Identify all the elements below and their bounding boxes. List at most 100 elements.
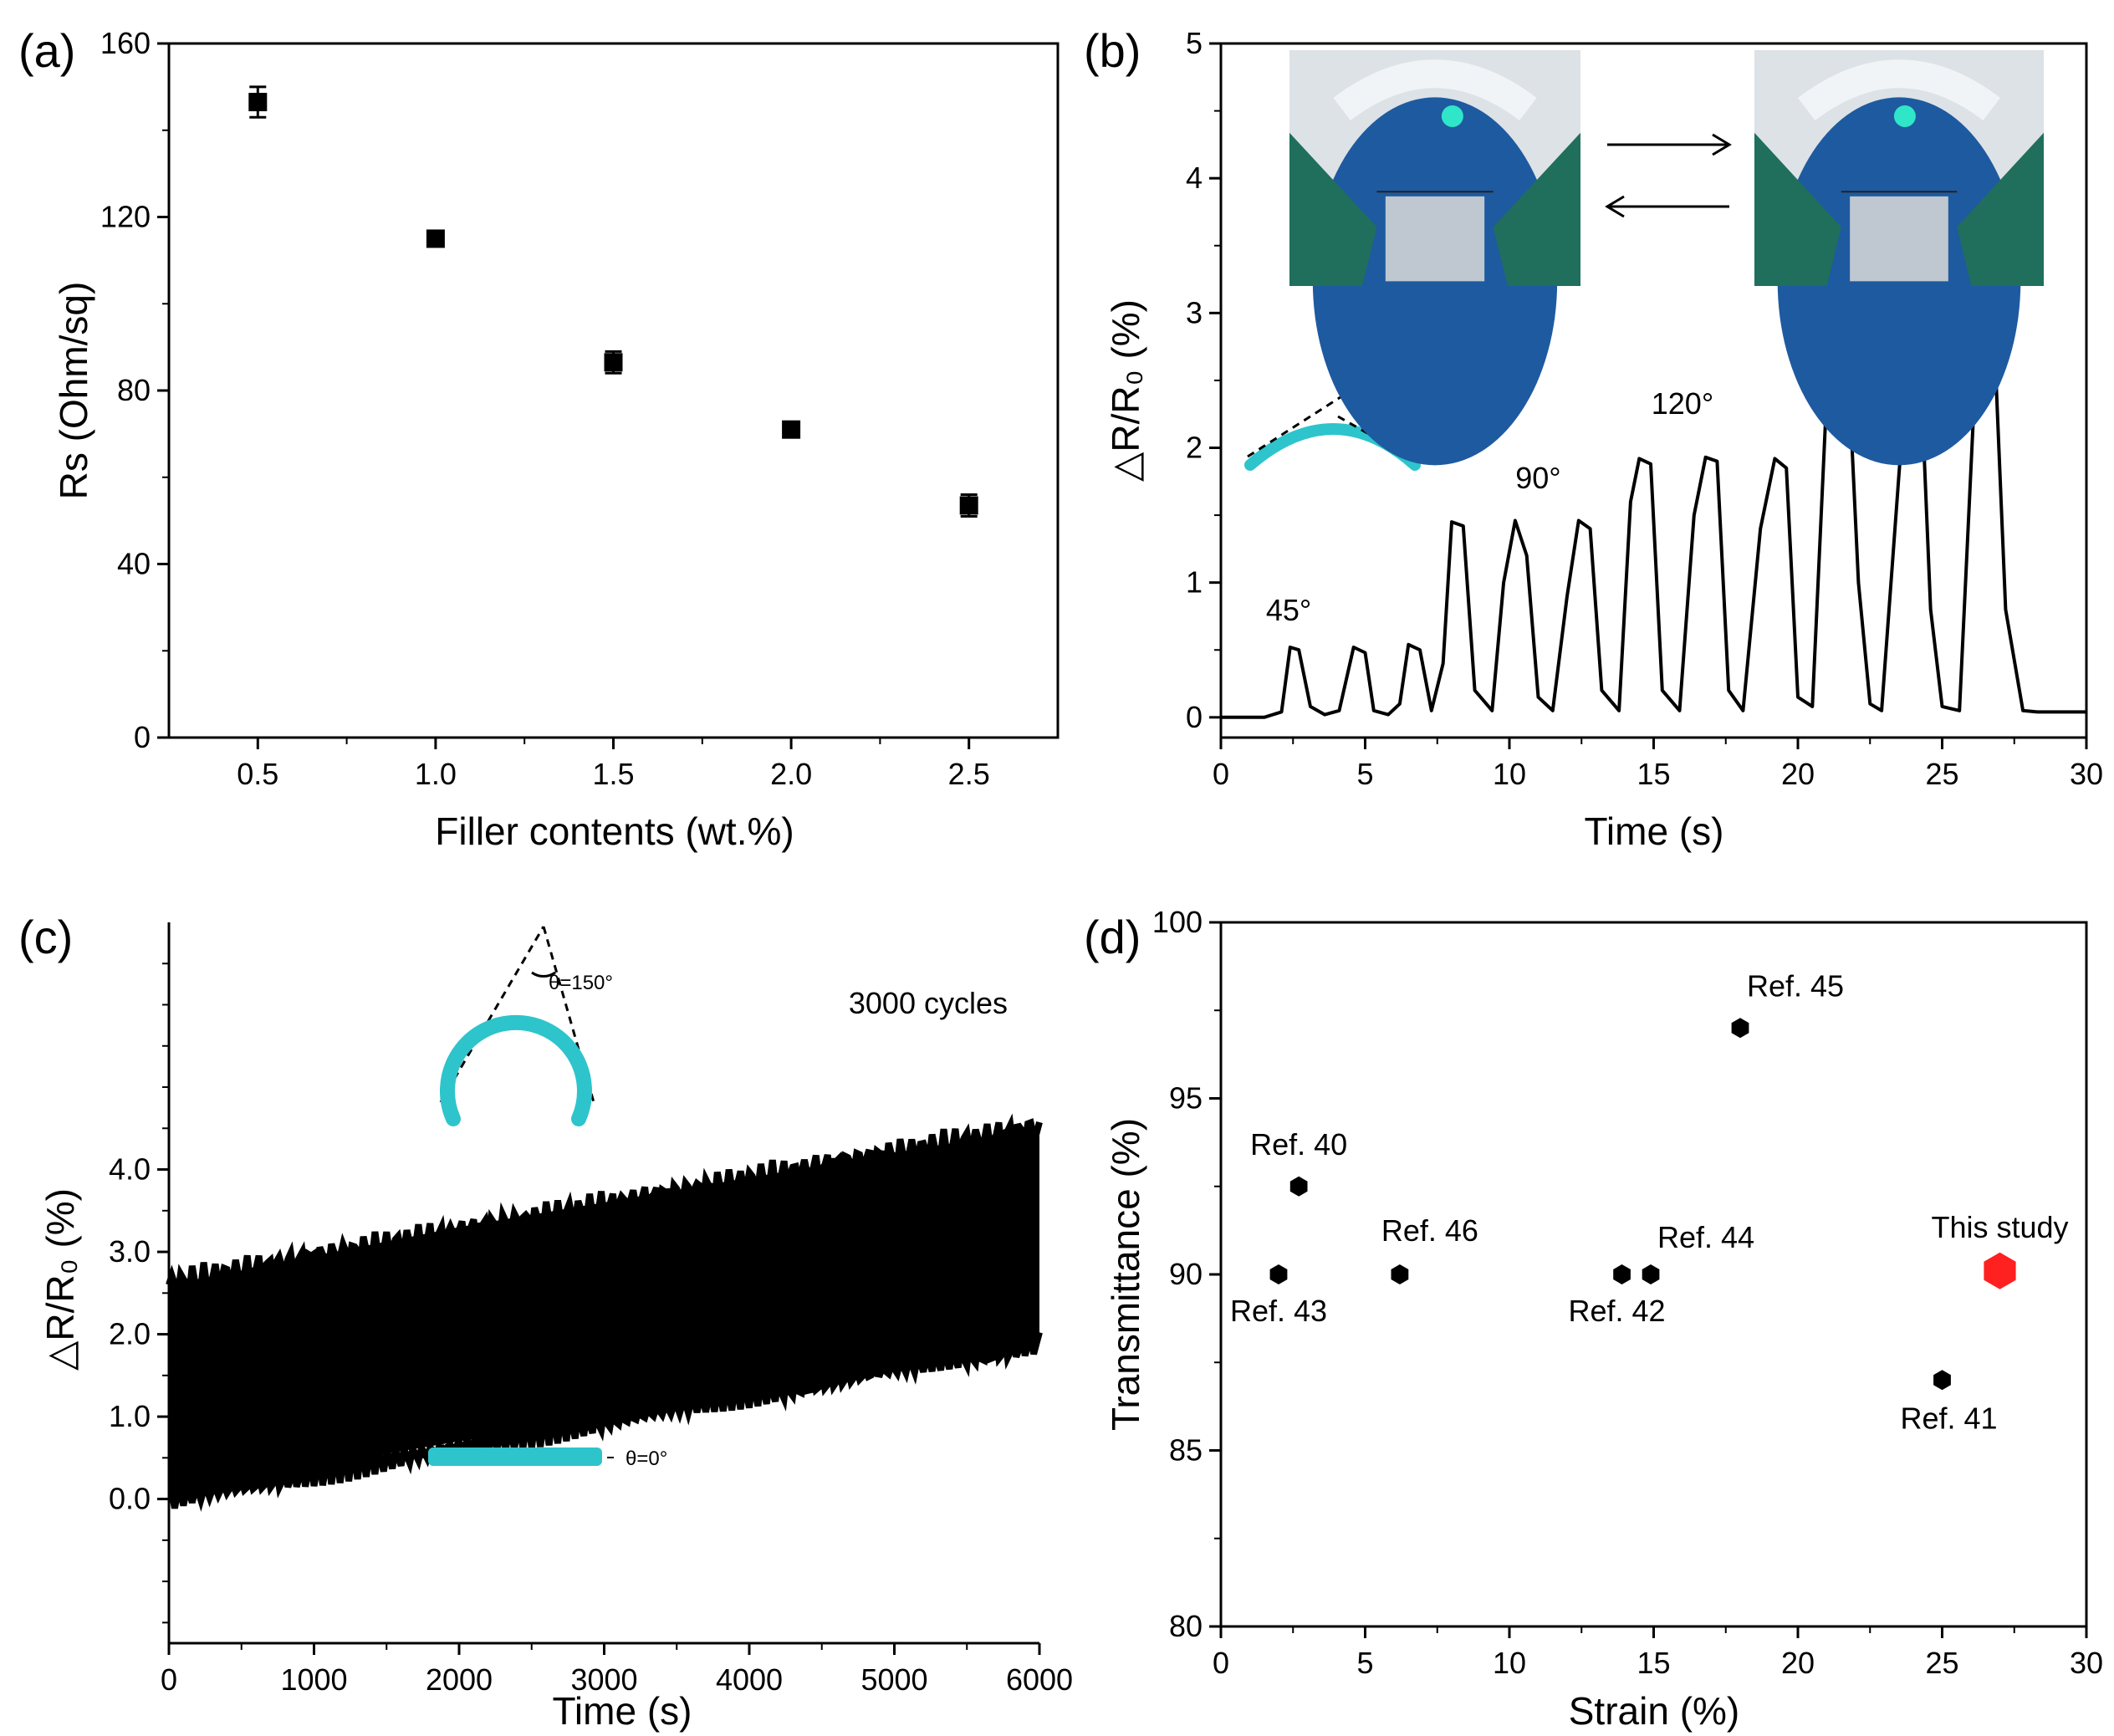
data-point <box>1933 1370 1951 1391</box>
panel-a-ylabel: Rs (Ohm/sq) <box>52 282 95 500</box>
logo-band <box>1333 59 1537 121</box>
data-point <box>1289 1176 1308 1197</box>
x-tick-label: 30 <box>2070 1646 2103 1680</box>
data-point <box>248 93 268 112</box>
x-tick-label: 1000 <box>280 1662 347 1697</box>
inset-top-label: θ=150° <box>549 972 613 994</box>
y-tick-label: 120 <box>100 200 151 234</box>
arrow-right-icon <box>1607 133 1732 156</box>
x-tick-label: 0.5 <box>237 757 278 791</box>
noise-edge-top <box>166 1113 1043 1297</box>
x-tick-label: 15 <box>1637 1646 1670 1680</box>
data-point <box>1613 1264 1631 1284</box>
tangent-line <box>439 926 545 1103</box>
led-photo-bent <box>1754 50 2044 466</box>
y-tick-label: 4.0 <box>109 1152 151 1187</box>
y-tick-label: 5 <box>1186 26 1203 60</box>
cycling-envelope <box>169 1128 1039 1499</box>
panel-b-ylabel: △R/R₀ (%) <box>1104 299 1147 482</box>
right-glove <box>1493 132 1580 286</box>
noise-edge-bottom <box>167 1331 1043 1512</box>
point-label: Ref. 40 <box>1250 1127 1347 1162</box>
y-tick-label: 1 <box>1186 565 1203 600</box>
panel-d-xlabel: Strain (%) <box>1569 1689 1739 1733</box>
panel-b-label: (b) <box>1084 24 1141 77</box>
panel-c-ylabel: △R/R₀ (%) <box>38 1188 82 1371</box>
right-glove <box>1957 132 2044 286</box>
arrow-left-icon <box>1605 195 1729 218</box>
x-tick-label: 4000 <box>716 1662 783 1697</box>
panel-a-frame <box>167 42 1060 739</box>
x-tick-label: 3000 <box>570 1662 637 1697</box>
x-tick-label: 1.0 <box>415 757 457 791</box>
x-tick-label: 5000 <box>860 1662 927 1697</box>
point-label: Ref. 41 <box>1900 1401 1997 1435</box>
gate-motif <box>1850 196 1948 282</box>
panel-c-label: (c) <box>18 911 73 963</box>
x-tick-label: 25 <box>1925 757 1958 791</box>
x-tick-label: 20 <box>1781 757 1815 791</box>
x-tick-label: 10 <box>1493 1646 1526 1680</box>
y-tick-label: 40 <box>117 547 151 581</box>
x-tick-label: 6000 <box>1006 1662 1073 1697</box>
y-tick-label: 95 <box>1169 1081 1203 1116</box>
y-tick-label: 0.0 <box>109 1482 151 1516</box>
left-glove <box>1289 132 1377 286</box>
x-tick-label: 5 <box>1356 757 1373 791</box>
point-label: Ref. 45 <box>1747 968 1844 1003</box>
y-tick-label: 3 <box>1186 295 1203 329</box>
x-tick-label: 0 <box>1213 757 1229 791</box>
panel-d-ylabel: Transmittance (%) <box>1104 1118 1147 1431</box>
angle-annotation: 90° <box>1515 461 1560 495</box>
led-photo-flat <box>1289 50 1580 466</box>
x-tick-label: 25 <box>1925 1646 1958 1680</box>
y-tick-label: 4 <box>1186 161 1203 195</box>
angle-annotation: 45° <box>1266 593 1311 627</box>
angle-annotation: 120° <box>1652 386 1713 421</box>
x-tick-label: 15 <box>1637 757 1670 791</box>
gate-motif <box>1385 196 1485 282</box>
inset-bottom-label: θ=0° <box>626 1448 667 1470</box>
point-label: Ref. 43 <box>1230 1294 1327 1328</box>
point-label: Ref. 46 <box>1381 1213 1478 1248</box>
data-point <box>1642 1264 1660 1284</box>
x-tick-label: 10 <box>1493 757 1526 791</box>
x-tick-label: 30 <box>2070 757 2103 791</box>
x-tick-label: 1.5 <box>592 757 634 791</box>
data-point <box>1731 1018 1749 1039</box>
flat-film-icon <box>428 1448 602 1466</box>
cycles-annotation: 3000 cycles <box>849 986 1008 1020</box>
x-tick-label: 5 <box>1356 1646 1373 1680</box>
y-tick-label: 80 <box>117 373 151 407</box>
point-label: This study <box>1931 1210 2068 1244</box>
data-point <box>1984 1252 2016 1289</box>
x-tick-label: 0 <box>161 1662 177 1697</box>
panel-a-label: (a) <box>18 24 75 77</box>
y-tick-label: 100 <box>1152 905 1203 939</box>
data-point <box>426 229 445 248</box>
panel-d-label: (d) <box>1084 911 1141 963</box>
led-icon <box>1441 105 1463 127</box>
x-tick-label: 2.5 <box>948 757 990 791</box>
panel-a-xlabel: Filler contents (wt.%) <box>435 809 794 853</box>
left-glove <box>1754 132 1841 286</box>
data-point <box>959 496 978 515</box>
y-tick-label: 2 <box>1186 430 1203 464</box>
y-tick-label: 1.0 <box>109 1399 151 1433</box>
data-point <box>782 420 801 439</box>
y-tick-label: 160 <box>100 26 151 60</box>
led-icon <box>1893 105 1916 127</box>
point-label: Ref. 42 <box>1569 1294 1666 1328</box>
y-tick-label: 0 <box>134 720 151 754</box>
x-tick-label: 20 <box>1781 1646 1815 1680</box>
x-tick-label: 0 <box>1213 1646 1229 1680</box>
y-tick-label: 90 <box>1169 1257 1203 1291</box>
y-tick-label: 2.0 <box>109 1317 151 1351</box>
panel-b-xlabel: Time (s) <box>1585 809 1724 853</box>
x-tick-label: 2.0 <box>770 757 812 791</box>
point-label: Ref. 44 <box>1657 1220 1754 1254</box>
y-tick-label: 0 <box>1186 700 1203 734</box>
panel-c-xlabel: Time (s) <box>553 1689 692 1733</box>
y-tick-label: 3.0 <box>109 1234 151 1269</box>
